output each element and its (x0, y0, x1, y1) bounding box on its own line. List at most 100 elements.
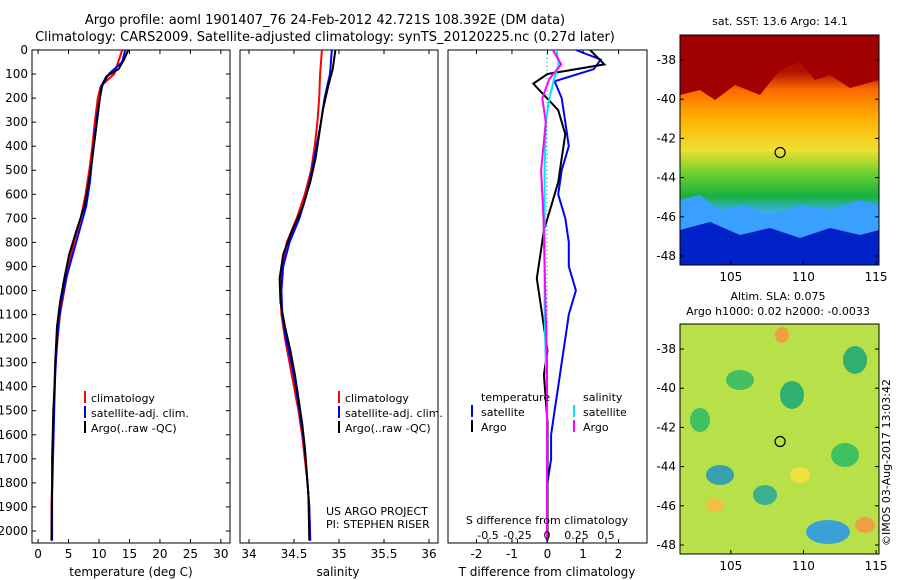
sla-map: Altim. SLA: 0.075 Argo h1000: 0.02 h2000… (656, 290, 887, 573)
sst-warm-region (680, 35, 879, 100)
project-note: US ARGO PROJECT (326, 505, 428, 518)
sla-anomaly (690, 408, 710, 432)
sst-map: sat. SST: 13.6 Argo: 14.1 -38 -40 -42 -44 -4… (656, 15, 887, 284)
sla-anomaly (780, 381, 804, 409)
depth-tick-label: 800 (5, 235, 28, 249)
sla-map-title: Altim. SLA: 0.075 (730, 290, 825, 303)
series-line (50, 49, 130, 541)
depth-tick-label: 200 (5, 91, 28, 105)
x-tick-label: 0.5 (597, 529, 615, 542)
x-tick-label: 34 (241, 547, 256, 561)
legend-t-satellite-label: satellite (481, 406, 525, 419)
sla-anomaly (843, 346, 867, 374)
sla-float-marker (774, 435, 786, 448)
x-tick-label: 0 (544, 547, 552, 561)
x-tick-label: 5 (65, 547, 73, 561)
depth-tick-label: 2000 (0, 524, 28, 538)
figure-title-line2: Climatology: CARS2009. Satellite-adjuste… (35, 30, 615, 45)
salinity-lines (278, 49, 337, 541)
sla-map-axes: -38 -40 -42 -44 -46 -48 105 110 115 (656, 342, 887, 573)
sla-anomaly (855, 517, 875, 533)
x-tick-label: -1 (506, 547, 518, 561)
legend-climatology-label: climatology (91, 392, 155, 405)
x-tick-label: -0.25 (503, 529, 531, 542)
x-tick-label: 2 (615, 547, 623, 561)
sla-anomaly (806, 520, 850, 544)
legend-argo-label: Argo(..raw -QC) (345, 422, 431, 435)
sla-map-subtitle: Argo h1000: 0.02 h2000: -0.0033 (686, 305, 870, 318)
x-tick-label: 34.5 (281, 547, 308, 561)
figure-title-line1: Argo profile: aoml 1901407_76 24-Feb-201… (84, 13, 566, 28)
depth-tick-label: 0 (20, 43, 28, 57)
map-x-tick-label: 105 (719, 270, 742, 284)
x-tick-label: 30 (213, 547, 228, 561)
map-x-tick-label: 110 (792, 559, 815, 573)
salinity-x-label: salinity (316, 565, 359, 579)
difference-panel: -2 -1 0 1 2 -0.5 -0.25 0 0.25 0.5 S difference f… (447, 49, 648, 579)
salinity-x-axis: 34 34.5 35 35.5 36 (241, 50, 437, 561)
sst-cold-region (680, 222, 879, 265)
depth-tick-label: 1300 (0, 356, 28, 370)
x-tick-label: 10 (91, 547, 106, 561)
depth-tick-label: 100 (5, 67, 28, 81)
depth-tick-label: 500 (5, 163, 28, 177)
x-tick-label: 35.5 (371, 547, 398, 561)
map-y-tick-label: -40 (656, 381, 676, 395)
legend-t-argo-label: Argo (481, 421, 507, 434)
sla-anomaly (831, 443, 859, 467)
legend-satellite-label: satellite-adj. clim. (91, 407, 189, 420)
map-x-tick-label: 110 (792, 270, 815, 284)
map-y-tick-label: -48 (656, 249, 676, 263)
map-y-tick-label: -48 (656, 538, 676, 552)
depth-tick-label: 1900 (0, 500, 28, 514)
depth-tick-label: 400 (5, 139, 28, 153)
depth-tick-label: 1700 (0, 452, 28, 466)
map-y-tick-label: -38 (656, 342, 676, 356)
sst-map-frame (679, 34, 880, 266)
x-tick-label: 15 (122, 547, 137, 561)
map-y-tick-label: -38 (656, 53, 676, 67)
x-tick-label: 36 (421, 547, 436, 561)
x-tick-label: 0.25 (564, 529, 589, 542)
legend-climatology-label: climatology (345, 392, 409, 405)
sst-map-title: sat. SST: 13.6 Argo: 14.1 (712, 15, 848, 28)
depth-tick-label: 1600 (0, 428, 28, 442)
x-tick-label: 20 (152, 547, 167, 561)
x-tick-label: 0 (544, 529, 551, 542)
difference-lines (531, 49, 607, 541)
series-line (278, 49, 337, 541)
map-y-tick-label: -44 (656, 460, 676, 474)
temperature-panel: 0100200300400500600700800900100011001200… (0, 43, 647, 579)
t-difference-label: T difference from climatology (458, 565, 636, 579)
salinity-panel: 34 34.5 35 35.5 36 salinity climatology sate… (239, 49, 443, 579)
difference-top-axis: -0.5 -0.25 0 0.25 0.5 (477, 529, 615, 543)
map-x-tick-label: 115 (865, 270, 888, 284)
depth-tick-label: 600 (5, 187, 28, 201)
s-difference-label: S difference from climatology (466, 514, 629, 527)
x-tick-label: 1 (579, 547, 587, 561)
temperature-legend: climatology satellite-adj. clim. Argo(..… (84, 391, 189, 435)
difference-legend: temperature salinity satellite Argo sate… (471, 391, 627, 434)
depth-tick-label: 1500 (0, 404, 28, 418)
map-y-tick-label: -42 (656, 131, 676, 145)
imos-timestamp: ©IMOS 03-Aug-2017 13:03:42 (880, 379, 893, 546)
x-tick-label: 35 (331, 547, 346, 561)
sla-anomaly (790, 467, 810, 483)
series-line (540, 49, 563, 541)
sst-map-axes: -38 -40 -42 -44 -46 -48 105 110 115 (656, 53, 887, 284)
temperature-x-axis: 0 5 10 15 20 25 30 (34, 50, 229, 561)
salinity-plot-frame (239, 49, 439, 544)
x-tick-label: -2 (470, 547, 482, 561)
x-tick-label: -0.5 (477, 529, 498, 542)
map-y-tick-label: -46 (656, 210, 676, 224)
x-tick-label: 0 (34, 547, 42, 561)
legend-temperature-heading: temperature (481, 391, 550, 404)
map-y-tick-label: -42 (656, 420, 676, 434)
depth-tick-label: 1800 (0, 476, 28, 490)
depth-tick-label: 1200 (0, 332, 28, 346)
temperature-x-label: temperature (deg C) (69, 565, 192, 579)
map-y-tick-label: -44 (656, 171, 676, 185)
legend-s-argo-label: Argo (583, 421, 609, 434)
sla-anomaly (706, 465, 734, 485)
map-y-tick-label: -46 (656, 499, 676, 513)
